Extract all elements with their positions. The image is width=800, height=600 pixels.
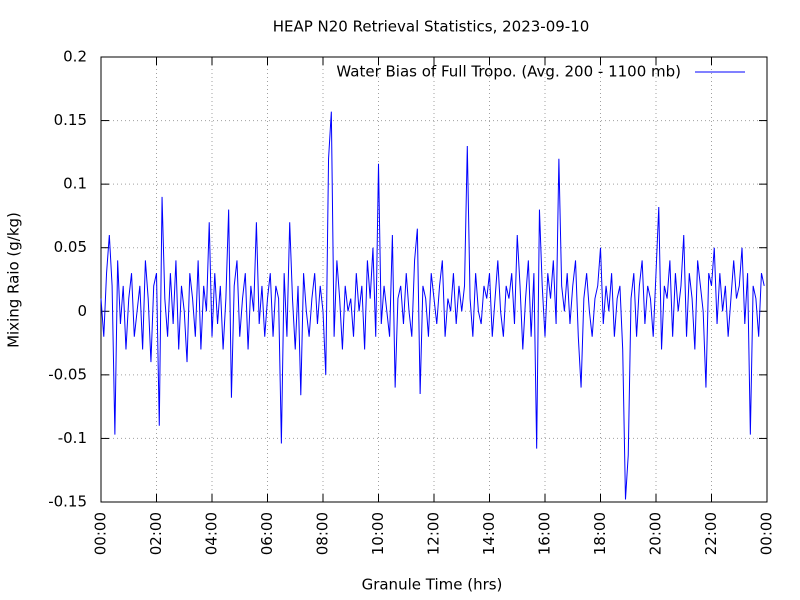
x-tick-label: 20:00 [647,512,665,555]
legend-label: Water Bias of Full Tropo. (Avg. 200 - 11… [336,63,681,81]
x-tick-label: 14:00 [480,512,498,555]
y-tick-label: -0.05 [48,365,87,383]
x-tick-label: 06:00 [258,512,276,555]
x-tick-label: 04:00 [203,512,221,555]
y-axis-label: Mixing Raio (g/kg) [5,212,23,348]
x-tick-label: 22:00 [702,512,720,555]
y-tick-label: -0.1 [58,429,87,447]
x-axis-label: Granule Time (hrs) [362,576,503,594]
x-tick-label: 00:00 [92,512,110,555]
x-tick-label: 18:00 [591,512,609,555]
y-tick-label: 0.2 [63,48,87,66]
data-line [100,111,765,500]
y-tick-label: 0.05 [54,238,87,256]
y-tick-label: 0.15 [54,111,87,129]
chart-title: HEAP N20 Retrieval Statistics, 2023-09-1… [273,18,590,36]
y-tick-label: -0.15 [48,493,87,511]
x-tick-label: 16:00 [536,512,554,555]
x-tick-label: 08:00 [314,512,332,555]
plot-frame [100,56,768,503]
y-tick-label: 0.1 [63,175,87,193]
x-tick-label: 10:00 [369,512,387,555]
y-tick-label: 0 [77,302,87,320]
x-tick-label: 02:00 [147,512,165,555]
x-tick-label: 00:00 [758,512,776,555]
x-tick-label: 12:00 [425,512,443,555]
